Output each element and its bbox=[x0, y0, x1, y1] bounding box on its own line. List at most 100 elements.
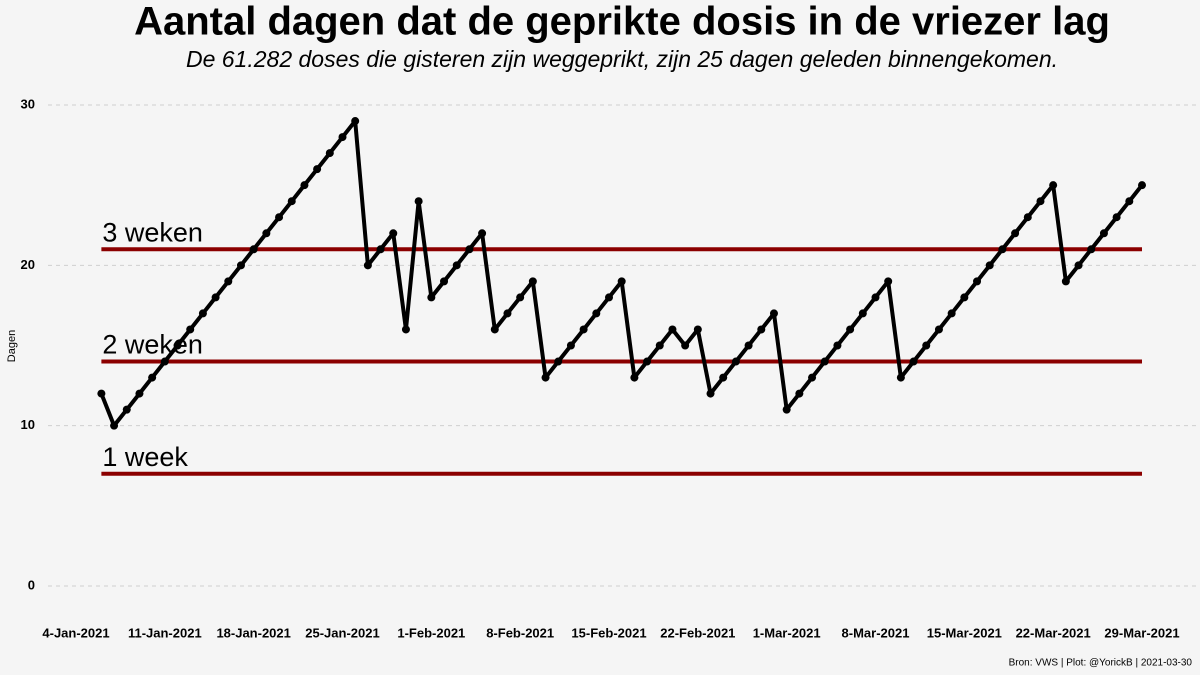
point bbox=[427, 293, 436, 302]
x-tick-label: 29-Mar-2021 bbox=[1104, 625, 1179, 640]
point bbox=[985, 261, 994, 270]
point bbox=[757, 325, 766, 334]
point bbox=[490, 325, 499, 334]
y-axis-label: Dagen bbox=[6, 330, 18, 362]
x-tick-label: 15-Feb-2021 bbox=[571, 625, 646, 640]
point bbox=[541, 373, 550, 382]
reference-label: 3 weken bbox=[102, 217, 203, 247]
point bbox=[973, 277, 982, 286]
point bbox=[858, 309, 867, 318]
x-tick-label: 25-Jan-2021 bbox=[305, 625, 379, 640]
point bbox=[1011, 229, 1020, 238]
point bbox=[934, 325, 943, 334]
point bbox=[668, 325, 677, 334]
point bbox=[135, 389, 144, 398]
point bbox=[731, 357, 740, 366]
x-tick-label: 18-Jan-2021 bbox=[216, 625, 290, 640]
point bbox=[643, 357, 652, 366]
point bbox=[820, 357, 829, 366]
point bbox=[782, 405, 791, 414]
x-tick-label: 8-Mar-2021 bbox=[842, 625, 910, 640]
point bbox=[440, 277, 449, 286]
point bbox=[148, 373, 157, 382]
y-tick-label: 10 bbox=[21, 417, 35, 432]
point bbox=[300, 181, 309, 190]
point bbox=[173, 341, 182, 350]
point bbox=[1112, 213, 1121, 222]
x-tick-label: 15-Mar-2021 bbox=[927, 625, 1002, 640]
point bbox=[414, 197, 423, 206]
x-tick-label: 1-Feb-2021 bbox=[397, 625, 465, 640]
point bbox=[922, 341, 931, 350]
point bbox=[249, 245, 258, 254]
point bbox=[871, 293, 880, 302]
point bbox=[1138, 181, 1146, 190]
x-tick-label: 11-Jan-2021 bbox=[128, 625, 202, 640]
point bbox=[846, 325, 855, 334]
point bbox=[1087, 245, 1096, 254]
point bbox=[1061, 277, 1070, 286]
point bbox=[275, 213, 284, 222]
point bbox=[579, 325, 588, 334]
point bbox=[1023, 213, 1032, 222]
point bbox=[516, 293, 525, 302]
y-tick-label: 30 bbox=[21, 96, 35, 111]
point bbox=[630, 373, 639, 382]
x-tick-label: 8-Feb-2021 bbox=[486, 625, 554, 640]
reference-label: 1 week bbox=[102, 442, 188, 472]
point bbox=[1125, 197, 1134, 206]
point bbox=[160, 357, 169, 366]
y-tick-label: 20 bbox=[21, 257, 35, 272]
point bbox=[389, 229, 398, 238]
point bbox=[592, 309, 601, 318]
x-tick-label: 4-Jan-2021 bbox=[42, 625, 109, 640]
point bbox=[706, 389, 715, 398]
point bbox=[452, 261, 461, 270]
point bbox=[401, 325, 410, 334]
point bbox=[236, 261, 245, 270]
point bbox=[1074, 261, 1083, 270]
line bbox=[99, 119, 1144, 428]
point bbox=[896, 373, 905, 382]
point bbox=[693, 325, 702, 334]
point bbox=[313, 165, 322, 174]
point bbox=[554, 357, 563, 366]
point bbox=[681, 341, 690, 350]
point bbox=[122, 405, 131, 414]
point bbox=[884, 277, 893, 286]
chart-subtitle: De 61.282 doses die gisteren zijn weggep… bbox=[186, 46, 1058, 72]
point bbox=[1049, 181, 1058, 190]
point bbox=[617, 277, 626, 286]
y-tick-label: 0 bbox=[28, 577, 35, 592]
point bbox=[186, 325, 195, 334]
point bbox=[198, 309, 207, 318]
point bbox=[110, 421, 119, 430]
point bbox=[769, 309, 778, 318]
point bbox=[262, 229, 271, 238]
point bbox=[947, 309, 956, 318]
point bbox=[338, 133, 347, 142]
point bbox=[465, 245, 474, 254]
point bbox=[719, 373, 728, 382]
point bbox=[376, 245, 385, 254]
point bbox=[795, 389, 804, 398]
point bbox=[351, 117, 360, 126]
point bbox=[478, 229, 487, 238]
point bbox=[808, 373, 817, 382]
chart-title: Aantal dagen dat de geprikte dosis in de… bbox=[134, 0, 1110, 44]
point bbox=[287, 197, 296, 206]
point bbox=[325, 149, 334, 158]
caption: Bron: VWS | Plot: @YorickB | 2021-03-30 bbox=[1009, 658, 1193, 669]
point bbox=[833, 341, 842, 350]
point bbox=[1036, 197, 1045, 206]
point bbox=[998, 245, 1007, 254]
point bbox=[744, 341, 753, 350]
point bbox=[960, 293, 969, 302]
point bbox=[224, 277, 233, 286]
point bbox=[1099, 229, 1108, 238]
point bbox=[211, 293, 220, 302]
point bbox=[655, 341, 664, 350]
x-tick-label: 22-Feb-2021 bbox=[660, 625, 735, 640]
point bbox=[528, 277, 537, 286]
